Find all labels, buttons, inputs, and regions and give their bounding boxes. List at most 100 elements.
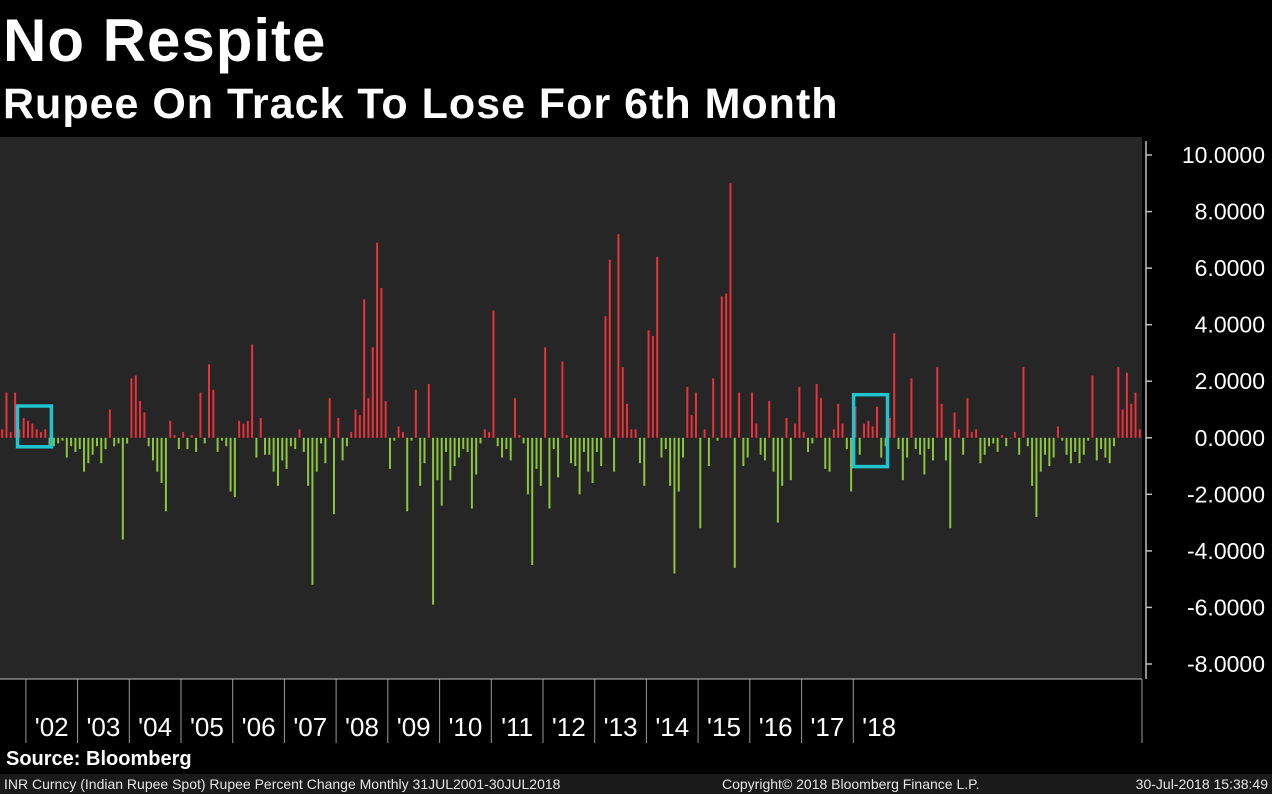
bar (22, 417, 25, 438)
bar (350, 432, 353, 438)
bar (389, 437, 391, 469)
bar (880, 437, 883, 458)
bar (208, 364, 211, 438)
bar (733, 437, 736, 568)
footer-timestamp: 30-Jul-2018 15:38:49 (1135, 776, 1268, 792)
bar (423, 437, 426, 464)
bar (1026, 437, 1029, 447)
bar (65, 437, 68, 458)
bar (1130, 403, 1133, 438)
bar (858, 437, 861, 455)
bar (432, 437, 435, 605)
bar (673, 437, 676, 574)
bar (440, 437, 443, 506)
bar (863, 423, 866, 438)
bar (720, 296, 723, 438)
bar (272, 437, 275, 472)
bar (729, 183, 732, 438)
bar (199, 392, 202, 438)
x-tick-label: '11 (501, 712, 533, 742)
x-tick-label: '10 (448, 712, 482, 742)
bar (126, 437, 129, 444)
bar (1018, 437, 1021, 455)
x-tick-label: '17 (810, 712, 844, 742)
bar (1104, 437, 1107, 458)
bar (483, 429, 486, 438)
bar (595, 437, 598, 452)
bar (522, 437, 525, 444)
x-tick-label: '04 (138, 712, 172, 742)
bar (453, 437, 456, 467)
bar (294, 437, 297, 450)
x-tick-label: '18 (862, 712, 896, 742)
bar (31, 423, 34, 438)
bar (716, 437, 719, 441)
x-tick-label: '16 (759, 712, 793, 742)
bar (867, 420, 870, 438)
x-tick-label: '08 (345, 712, 379, 742)
bar (574, 437, 577, 467)
x-tick-label: '03 (86, 712, 120, 742)
bar (233, 437, 236, 498)
bar (518, 434, 521, 438)
bar (751, 392, 753, 438)
bar (944, 437, 947, 461)
bar (638, 437, 641, 464)
bar (419, 437, 422, 486)
bar (664, 437, 667, 450)
bar (1000, 434, 1003, 438)
bar (332, 437, 335, 515)
bar (587, 437, 590, 472)
bar (996, 437, 999, 452)
bar (14, 392, 17, 438)
bar (1074, 437, 1077, 452)
highlight-box (851, 392, 890, 469)
bar (1061, 437, 1064, 441)
bar (371, 347, 374, 438)
bar (160, 437, 163, 484)
bar (901, 437, 904, 481)
bar (1044, 437, 1047, 455)
bar (1095, 437, 1098, 461)
bar (505, 437, 508, 450)
bar (117, 437, 120, 444)
bar (669, 437, 672, 486)
bar (83, 437, 86, 472)
bar (397, 426, 400, 438)
bar (48, 437, 51, 447)
bar (910, 378, 913, 438)
bar (427, 384, 430, 438)
bar (647, 330, 650, 438)
bar (164, 437, 167, 512)
source-label: Source: Bloomberg (6, 748, 192, 770)
bar (406, 437, 409, 512)
highlight-box (15, 404, 54, 449)
bar (906, 437, 909, 458)
bars (1, 183, 1141, 605)
bar (462, 437, 465, 450)
bar (604, 316, 607, 438)
bar (1022, 367, 1025, 438)
bar (763, 437, 766, 461)
bar (578, 437, 581, 495)
bar (276, 437, 279, 486)
bar (445, 437, 448, 452)
bar (380, 287, 383, 438)
bar (1125, 372, 1128, 438)
bar (703, 429, 706, 438)
bar (259, 417, 262, 438)
bar (289, 437, 292, 447)
bar (914, 437, 917, 450)
bar (298, 429, 301, 438)
bar (802, 432, 805, 438)
bar (694, 392, 697, 438)
bar (1121, 409, 1124, 438)
bar (177, 437, 180, 450)
bar (970, 432, 973, 438)
bar (699, 437, 702, 529)
bar (776, 437, 779, 523)
bar (949, 437, 952, 529)
bar (130, 378, 133, 438)
footer-description: INR Curncy (Indian Rupee Spot) Rupee Per… (4, 776, 561, 792)
bar (57, 437, 60, 444)
